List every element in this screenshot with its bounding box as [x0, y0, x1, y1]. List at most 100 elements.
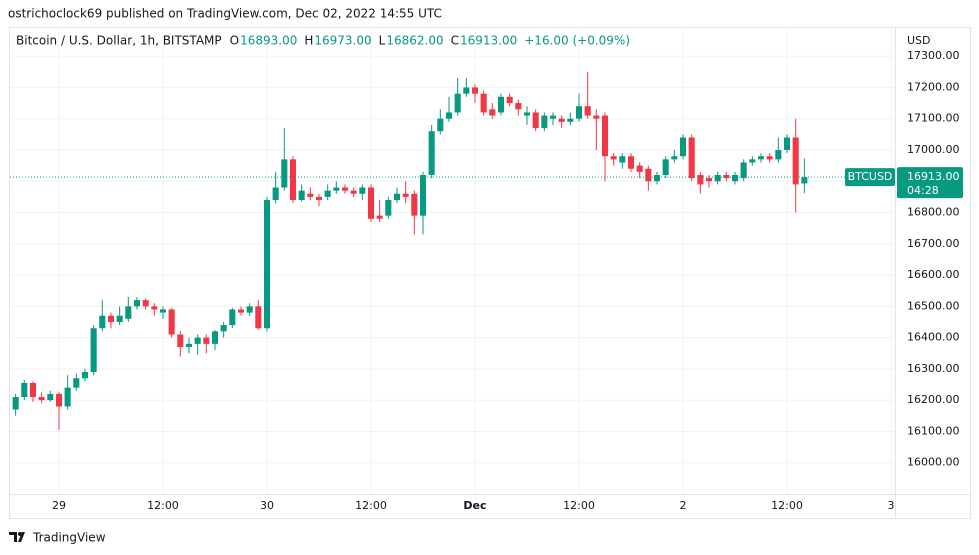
candle-body	[237, 309, 245, 313]
candle-body	[515, 103, 522, 110]
y-tick-label: 16100.00	[907, 424, 960, 437]
candle-body	[731, 174, 739, 182]
legend-o: 16893.00	[240, 34, 297, 48]
candle-body	[289, 159, 297, 201]
candle-body	[463, 87, 470, 94]
candle-body	[619, 156, 626, 163]
legend-l: 16862.00	[386, 34, 443, 48]
legend-h: 16973.00	[314, 34, 371, 48]
candle-body	[333, 187, 340, 191]
price-tag	[897, 167, 963, 199]
candle-body	[29, 382, 37, 398]
candle-body	[393, 193, 401, 201]
candle-body	[107, 315, 115, 322]
y-tick-label: 16500.00	[907, 299, 960, 312]
x-tick-label: 3	[888, 499, 895, 512]
candle-body	[740, 162, 747, 179]
currency: USD	[907, 34, 931, 47]
x-tick-label: 12:00	[355, 499, 387, 512]
candle-body	[749, 159, 756, 163]
candle-body	[298, 190, 305, 201]
y-tick-label: 16000.00	[907, 456, 960, 469]
candle-body	[142, 300, 149, 307]
y-tick-label: 17300.00	[907, 49, 960, 62]
candle-body	[558, 118, 565, 122]
candle-body	[272, 187, 279, 201]
candle-body	[662, 159, 669, 175]
symbol: Bitcoin / U.S. Dollar, 1h, BITSTAMP	[16, 34, 222, 48]
x-tick-label: 12:00	[147, 499, 179, 512]
candle-body	[21, 382, 28, 398]
price-tag-value: 16913.00	[907, 170, 960, 183]
footer-logo: TradingView	[9, 531, 106, 545]
x-tick-label: 12:00	[563, 499, 595, 512]
y-tick-label: 17100.00	[907, 112, 960, 125]
candle-body	[307, 193, 314, 197]
candle-body	[480, 93, 487, 113]
candle-body	[411, 193, 418, 216]
candle-body	[714, 174, 721, 182]
candle-body	[766, 156, 773, 160]
logo-dot	[18, 532, 22, 536]
candle-body	[38, 397, 45, 401]
candle-body	[159, 309, 167, 313]
legend: Bitcoin / U.S. Dollar, 1h, BITSTAMP O 168…	[16, 34, 630, 48]
candle-body	[359, 187, 366, 194]
candle-body	[437, 118, 444, 132]
candle-body	[497, 96, 505, 113]
x-tick-label: 29	[52, 499, 66, 512]
candle-body	[211, 331, 219, 344]
legend-l-label: L	[379, 34, 386, 48]
publish-header: ostrichoclock69 published on TradingView…	[8, 7, 442, 21]
legend-h-label: H	[304, 34, 313, 48]
candle-body	[177, 334, 184, 348]
legend-c: 16913.00	[460, 34, 517, 48]
candle-body	[454, 93, 461, 113]
candle-body	[445, 112, 453, 119]
x-tick-label: 30	[260, 499, 274, 512]
legend-change: +16.00 (+0.09%)	[524, 34, 630, 48]
candle-body	[341, 187, 349, 191]
candle-body	[99, 315, 106, 329]
grid	[10, 28, 895, 494]
candle-body	[471, 87, 479, 94]
candle-body	[203, 337, 210, 344]
candle-body	[350, 190, 357, 194]
candle-body	[55, 393, 63, 407]
candle-body	[385, 200, 392, 216]
candle-body	[194, 337, 201, 344]
candle-body	[367, 187, 375, 219]
candle-body	[567, 118, 574, 122]
candle-body	[532, 112, 539, 129]
candle-body	[679, 137, 687, 157]
candle-body	[723, 174, 730, 179]
candle-body	[81, 372, 89, 379]
y-tick-label: 16400.00	[907, 331, 960, 344]
y-tick-label: 16700.00	[907, 237, 960, 250]
x-tick-label: 12:00	[771, 499, 803, 512]
y-tick-label: 16300.00	[907, 362, 960, 375]
candle-body	[627, 156, 635, 169]
candle-body	[73, 378, 80, 388]
candle-body	[125, 306, 132, 319]
candle-body	[792, 137, 799, 185]
x-tick-label: Dec	[463, 499, 486, 512]
y-tick-label: 16600.00	[907, 268, 960, 281]
candle-body	[220, 325, 227, 332]
candle-body	[116, 315, 123, 322]
y-tick-label: 17200.00	[907, 80, 960, 93]
candles	[10, 71, 895, 430]
candle-body	[601, 115, 609, 157]
candle-body	[757, 156, 765, 160]
candle-body	[47, 393, 54, 401]
candle-body	[688, 137, 695, 179]
x-tick-label: 2	[680, 499, 687, 512]
candle-body	[168, 309, 175, 335]
candle-body	[246, 306, 253, 313]
candle-body	[523, 112, 531, 116]
candle-body	[263, 200, 271, 329]
candle-body	[185, 343, 193, 348]
candle-body	[281, 159, 288, 188]
candle-body	[541, 115, 548, 129]
